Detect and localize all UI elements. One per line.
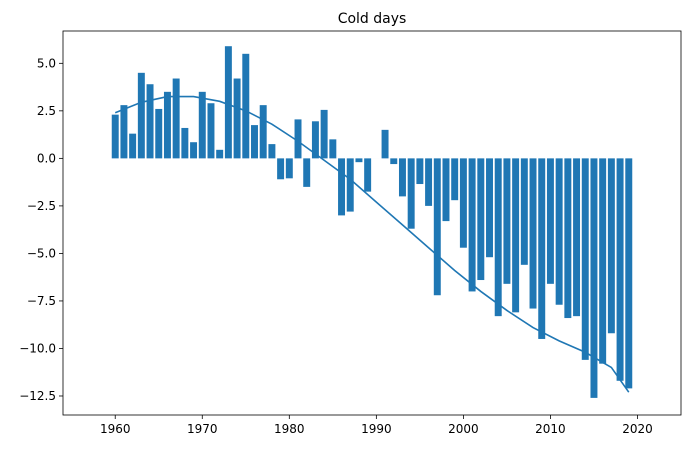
bar-1992 <box>390 158 398 165</box>
bar-1976 <box>251 125 258 159</box>
bar-2001 <box>468 158 476 292</box>
y-tick-label: −12.5 <box>19 389 56 403</box>
plot-frame <box>62 30 682 416</box>
bar-1970 <box>198 91 206 159</box>
x-tick-label: 1980 <box>274 422 305 436</box>
bar-1995 <box>416 158 424 185</box>
bar-2004 <box>494 158 502 317</box>
x-tick-label: 1960 <box>100 422 131 436</box>
bar-2019 <box>625 158 633 389</box>
bar-2018 <box>616 158 624 381</box>
bar-1985 <box>329 139 337 159</box>
bar-1972 <box>216 149 224 159</box>
bar-2006 <box>512 158 520 313</box>
bar-1980 <box>285 158 293 179</box>
bar-2014 <box>581 158 589 360</box>
bar-1964 <box>146 84 154 159</box>
bar-2008 <box>529 158 537 309</box>
y-axis: −12.5 −10.0 −7.5 −5.0 −2.5 0.0 2.5 5.0 <box>19 56 63 403</box>
bars-group <box>111 46 633 398</box>
bar-2017 <box>607 158 615 334</box>
y-tick-label: 5.0 <box>37 56 56 70</box>
bar-1960 <box>111 114 119 159</box>
bar-1991 <box>381 129 389 159</box>
bar-1962 <box>129 133 137 159</box>
bar-1966 <box>163 91 171 159</box>
bar-1975 <box>242 53 250 159</box>
bar-2015 <box>590 158 598 398</box>
x-tick-label: 2020 <box>622 422 653 436</box>
bar-1986 <box>338 158 346 216</box>
bar-1999 <box>451 158 459 201</box>
bar-2012 <box>564 158 572 319</box>
bar-1968 <box>181 127 189 159</box>
bar-1982 <box>303 158 311 187</box>
x-tick-label: 2000 <box>448 422 479 436</box>
bar-2000 <box>459 158 467 248</box>
bar-1971 <box>207 103 215 159</box>
y-tick-label: −5.0 <box>27 246 56 260</box>
x-axis: 1960 1970 1980 1990 2000 2010 2020 <box>100 415 653 436</box>
y-tick-label: 0.0 <box>37 151 56 165</box>
bar-2010 <box>546 158 554 284</box>
bar-1967 <box>172 78 180 159</box>
bar-2011 <box>555 158 563 305</box>
bar-2009 <box>538 158 546 339</box>
bar-1984 <box>320 109 328 159</box>
bar-2003 <box>486 158 493 258</box>
trend-line <box>114 95 630 393</box>
y-tick-label: −2.5 <box>27 199 56 213</box>
bar-1993 <box>398 158 406 197</box>
bar-1997 <box>433 158 441 296</box>
y-tick-label: −7.5 <box>27 294 56 308</box>
chart-title: Cold days <box>338 11 407 27</box>
y-tick-label: −10.0 <box>19 341 56 355</box>
bar-1989 <box>364 158 372 192</box>
x-tick-label: 1990 <box>361 422 392 436</box>
bar-1988 <box>355 158 363 163</box>
bar-1996 <box>425 158 433 206</box>
y-tick-label: 2.5 <box>37 104 56 118</box>
bar-1969 <box>190 142 198 159</box>
bar-1974 <box>233 78 241 159</box>
bar-2007 <box>520 158 528 265</box>
bar-1961 <box>120 105 128 159</box>
bar-1983 <box>311 121 319 159</box>
x-tick-label: 2010 <box>535 422 566 436</box>
bar-1973 <box>224 46 232 159</box>
bar-2013 <box>573 158 581 317</box>
bar-1978 <box>268 144 276 159</box>
bar-2002 <box>477 158 485 281</box>
bar-1981 <box>294 119 302 159</box>
bar-1963 <box>137 72 145 159</box>
bar-1965 <box>155 108 163 159</box>
bar-1998 <box>442 158 450 222</box>
bar-1994 <box>407 158 415 229</box>
bar-1987 <box>346 158 354 212</box>
x-tick-label: 1970 <box>187 422 218 436</box>
bar-1977 <box>259 105 267 159</box>
trend-group <box>114 95 630 393</box>
bar-1979 <box>277 158 285 180</box>
bar-2016 <box>599 158 607 364</box>
bar-2005 <box>503 158 511 284</box>
